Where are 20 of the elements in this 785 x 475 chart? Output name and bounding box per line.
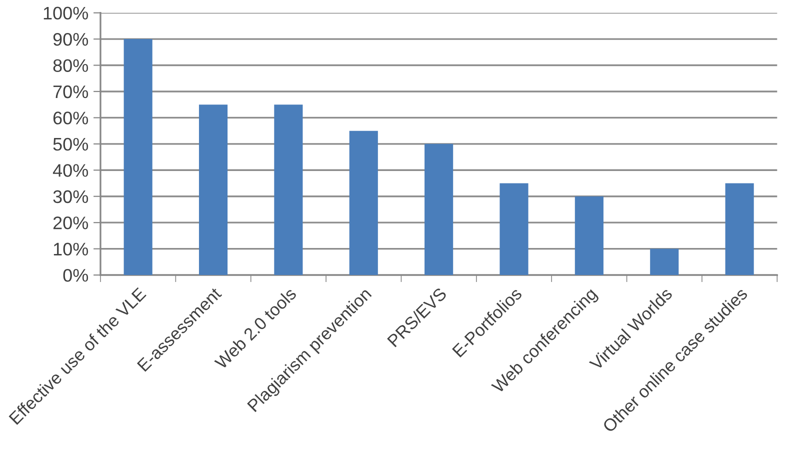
y-tick-label: 0% [63,268,88,282]
bar [124,39,152,276]
y-tick-label: 40% [52,164,88,177]
y-tick-label: 30% [53,190,88,204]
y-tick-label: 20% [53,216,88,230]
y-tick-label: 10% [54,242,88,256]
bar [274,104,303,276]
bar [198,104,228,276]
y-tick-label: 80% [53,59,88,72]
bar [424,144,454,276]
y-tick-label: 60% [53,112,88,124]
y-tick-label: 70% [53,85,88,98]
bar [574,196,604,276]
y-tick-label: 100% [44,6,88,20]
bar [500,183,528,276]
bar [349,130,378,276]
y-tick-label: 90% [53,32,88,46]
bar [725,183,754,276]
bar [650,248,679,276]
y-tick-label: 50% [53,138,88,151]
